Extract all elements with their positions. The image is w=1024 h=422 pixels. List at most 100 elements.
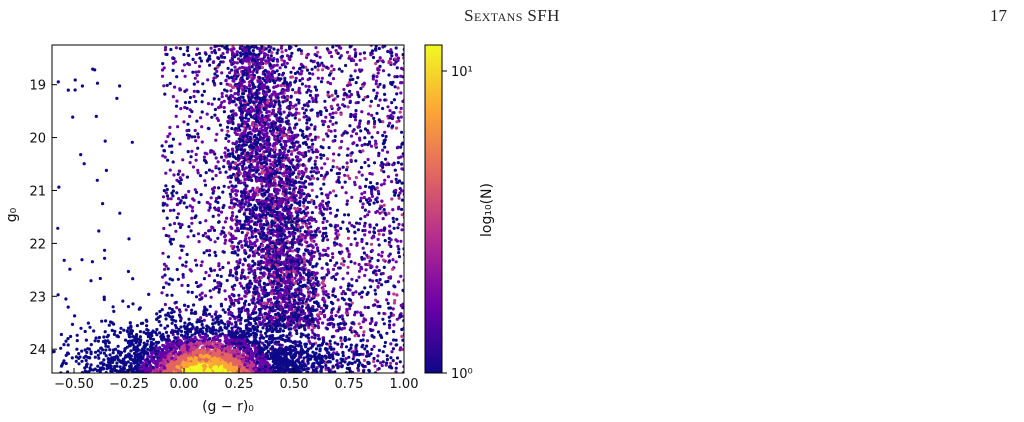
data-point <box>363 273 367 278</box>
data-point <box>299 257 303 261</box>
data-point <box>302 204 306 208</box>
data-point <box>292 198 296 202</box>
data-point <box>343 180 347 184</box>
data-point <box>353 330 357 334</box>
data-point <box>376 359 380 363</box>
data-point <box>263 312 267 316</box>
data-point <box>262 132 266 136</box>
data-point <box>255 169 259 173</box>
data-point <box>348 95 352 99</box>
data-point <box>285 164 289 168</box>
data-point <box>315 301 319 305</box>
data-point <box>315 155 319 159</box>
data-point <box>278 171 282 175</box>
data-point <box>370 319 374 323</box>
data-point <box>263 127 267 131</box>
data-point <box>385 150 390 154</box>
data-point <box>383 340 387 345</box>
data-point <box>385 331 389 335</box>
data-point <box>266 101 270 105</box>
data-point <box>353 118 358 122</box>
data-point <box>287 210 291 214</box>
data-point <box>260 288 264 292</box>
data-point <box>309 277 313 281</box>
data-point <box>374 144 378 148</box>
data-point <box>242 92 246 96</box>
data-point <box>360 173 364 177</box>
data-point <box>192 82 196 86</box>
data-point <box>318 311 322 315</box>
scatter-points <box>52 45 407 373</box>
data-point <box>279 302 283 306</box>
data-point <box>312 169 316 173</box>
data-point <box>231 141 235 145</box>
data-point <box>253 62 257 66</box>
data-point <box>228 317 232 321</box>
data-point <box>327 295 331 299</box>
data-point <box>361 333 366 337</box>
data-point <box>275 228 279 232</box>
data-point <box>272 292 276 296</box>
data-point <box>381 271 385 276</box>
data-point <box>264 166 268 170</box>
data-point <box>384 280 388 284</box>
data-point <box>394 126 399 130</box>
data-point <box>329 211 333 215</box>
data-point <box>329 69 333 73</box>
data-point <box>304 169 308 174</box>
data-point <box>332 323 336 327</box>
data-point <box>381 142 385 146</box>
data-point <box>282 126 286 130</box>
data-point <box>294 103 298 107</box>
data-point <box>269 259 274 263</box>
data-point <box>225 278 229 283</box>
data-point <box>400 162 404 166</box>
data-point <box>298 128 303 132</box>
data-point <box>396 226 400 230</box>
data-point <box>176 172 180 176</box>
data-point <box>333 243 337 247</box>
data-point <box>322 182 326 186</box>
data-point <box>272 164 276 168</box>
data-point <box>178 47 182 51</box>
data-point <box>290 232 294 236</box>
data-point <box>357 122 362 126</box>
data-point <box>281 187 286 192</box>
data-point <box>281 260 286 264</box>
data-point <box>285 139 289 143</box>
data-point <box>265 264 269 268</box>
data-point <box>237 170 241 174</box>
data-point <box>295 254 299 258</box>
data-point <box>380 254 384 258</box>
data-point <box>246 227 251 231</box>
data-point <box>227 76 231 80</box>
data-point <box>233 65 237 69</box>
data-point <box>269 166 273 170</box>
data-point <box>375 186 379 190</box>
data-point <box>396 58 400 63</box>
data-point <box>273 150 277 154</box>
data-point <box>277 167 281 171</box>
data-point <box>298 298 302 302</box>
data-point <box>270 75 275 79</box>
data-point <box>319 112 323 117</box>
data-point <box>362 195 366 200</box>
data-point <box>273 155 277 159</box>
data-point <box>279 307 283 312</box>
data-point <box>316 68 320 72</box>
data-point <box>298 158 302 162</box>
data-point <box>383 92 387 96</box>
data-point <box>348 307 352 311</box>
data-point <box>273 251 277 256</box>
data-point <box>282 150 286 154</box>
data-point <box>288 248 292 253</box>
data-point <box>367 112 371 116</box>
data-point <box>282 229 286 233</box>
data-point <box>253 207 257 211</box>
data-point <box>320 119 324 123</box>
data-point <box>283 220 287 224</box>
data-point <box>404 282 407 285</box>
data-point <box>304 185 308 189</box>
data-point <box>270 245 274 249</box>
data-point <box>251 128 255 132</box>
